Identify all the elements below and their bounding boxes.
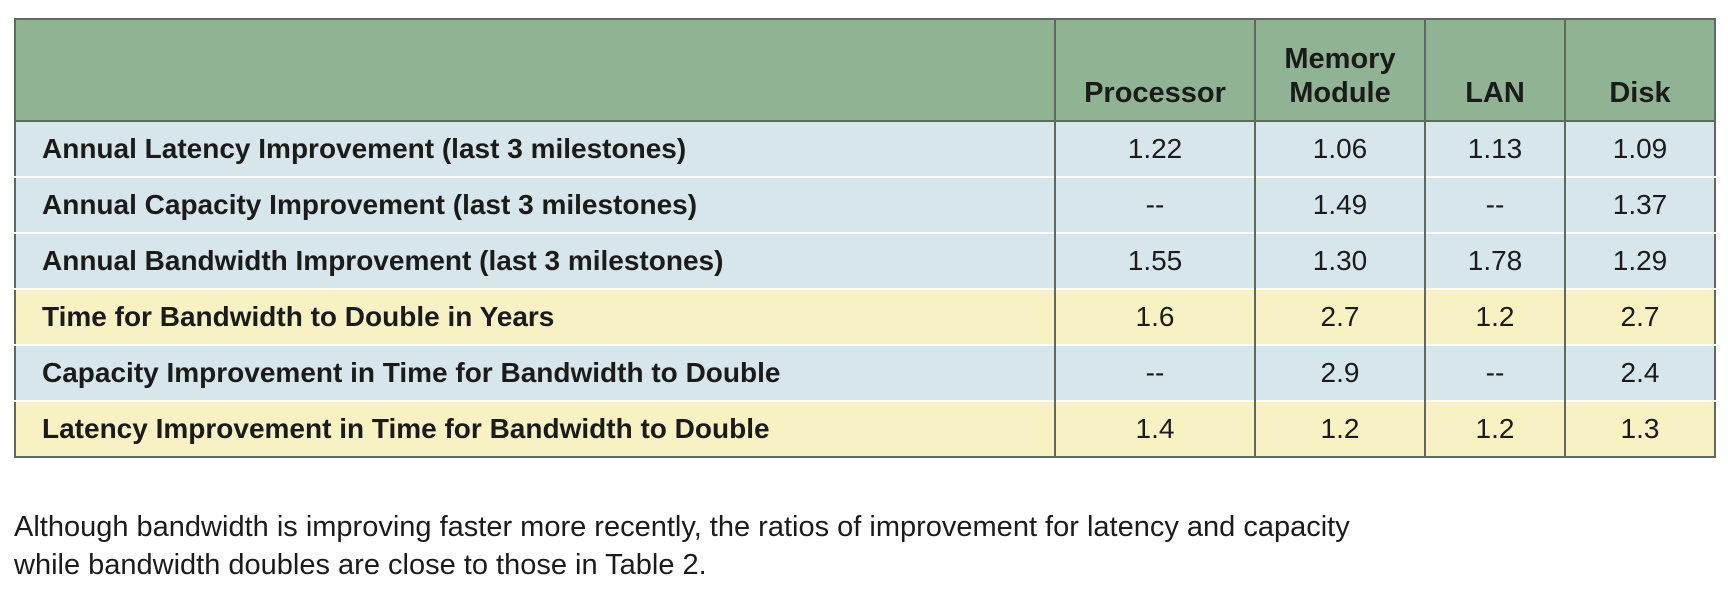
- table-row-latency-in-double-time: Latency Improvement in Time for Bandwidt…: [15, 400, 1716, 458]
- cell-processor: --: [1054, 344, 1256, 402]
- cell-memory-module: 1.2: [1254, 400, 1426, 458]
- column-header-processor: Processor: [1054, 18, 1256, 122]
- caption-line-2: while bandwidth doubles are close to tho…: [14, 549, 707, 581]
- cell-memory-module: 1.06: [1254, 120, 1426, 178]
- column-header-line1: Memory: [1284, 43, 1396, 76]
- table-row-annual-capacity: Annual Capacity Improvement (last 3 mile…: [15, 176, 1716, 234]
- table-row-annual-latency: Annual Latency Improvement (last 3 miles…: [15, 120, 1716, 178]
- cell-lan: 1.2: [1424, 288, 1566, 346]
- column-header-lan: LAN: [1424, 18, 1566, 122]
- table-row-annual-bandwidth: Annual Bandwidth Improvement (last 3 mil…: [15, 232, 1716, 290]
- row-label: Annual Bandwidth Improvement (last 3 mil…: [15, 232, 1056, 290]
- column-header-line2: LAN: [1465, 76, 1525, 109]
- cell-processor: 1.6: [1054, 288, 1256, 346]
- cell-lan: 1.13: [1424, 120, 1566, 178]
- row-label: Time for Bandwidth to Double in Years: [15, 288, 1056, 346]
- cell-disk: 2.7: [1564, 288, 1716, 346]
- cell-processor: 1.22: [1054, 120, 1256, 178]
- cell-memory-module: 2.9: [1254, 344, 1426, 402]
- cell-lan: 1.2: [1424, 400, 1566, 458]
- cell-disk: 2.4: [1564, 344, 1716, 402]
- improvement-table: Processor Memory Module LAN Disk Annual …: [14, 18, 1716, 458]
- caption-line-1: Although bandwidth is improving faster m…: [14, 511, 1350, 543]
- row-label: Latency Improvement in Time for Bandwidt…: [15, 400, 1056, 458]
- cell-processor: 1.4: [1054, 400, 1256, 458]
- table-caption: Although bandwidth is improving faster m…: [14, 508, 1714, 584]
- column-header-line2: Processor: [1084, 76, 1226, 109]
- table-row-time-to-double: Time for Bandwidth to Double in Years 1.…: [15, 288, 1716, 346]
- row-label: Annual Latency Improvement (last 3 miles…: [15, 120, 1056, 178]
- cell-disk: 1.37: [1564, 176, 1716, 234]
- column-header-line2: Disk: [1609, 76, 1671, 109]
- cell-disk: 1.3: [1564, 400, 1716, 458]
- cell-lan: --: [1424, 176, 1566, 234]
- comparison-table-container: Processor Memory Module LAN Disk Annual …: [14, 18, 1716, 458]
- column-header-line2: Module: [1289, 76, 1391, 109]
- cell-processor: --: [1054, 176, 1256, 234]
- column-header-memory-module: Memory Module: [1254, 18, 1426, 122]
- cell-memory-module: 1.30: [1254, 232, 1426, 290]
- cell-memory-module: 2.7: [1254, 288, 1426, 346]
- row-label: Capacity Improvement in Time for Bandwid…: [15, 344, 1056, 402]
- column-header-disk: Disk: [1564, 18, 1716, 122]
- header-corner-cell: [15, 18, 1056, 122]
- cell-memory-module: 1.49: [1254, 176, 1426, 234]
- header-row: Processor Memory Module LAN Disk: [15, 18, 1716, 122]
- table-row-capacity-in-double-time: Capacity Improvement in Time for Bandwid…: [15, 344, 1716, 402]
- cell-lan: 1.78: [1424, 232, 1566, 290]
- cell-lan: --: [1424, 344, 1566, 402]
- cell-disk: 1.09: [1564, 120, 1716, 178]
- cell-disk: 1.29: [1564, 232, 1716, 290]
- cell-processor: 1.55: [1054, 232, 1256, 290]
- row-label: Annual Capacity Improvement (last 3 mile…: [15, 176, 1056, 234]
